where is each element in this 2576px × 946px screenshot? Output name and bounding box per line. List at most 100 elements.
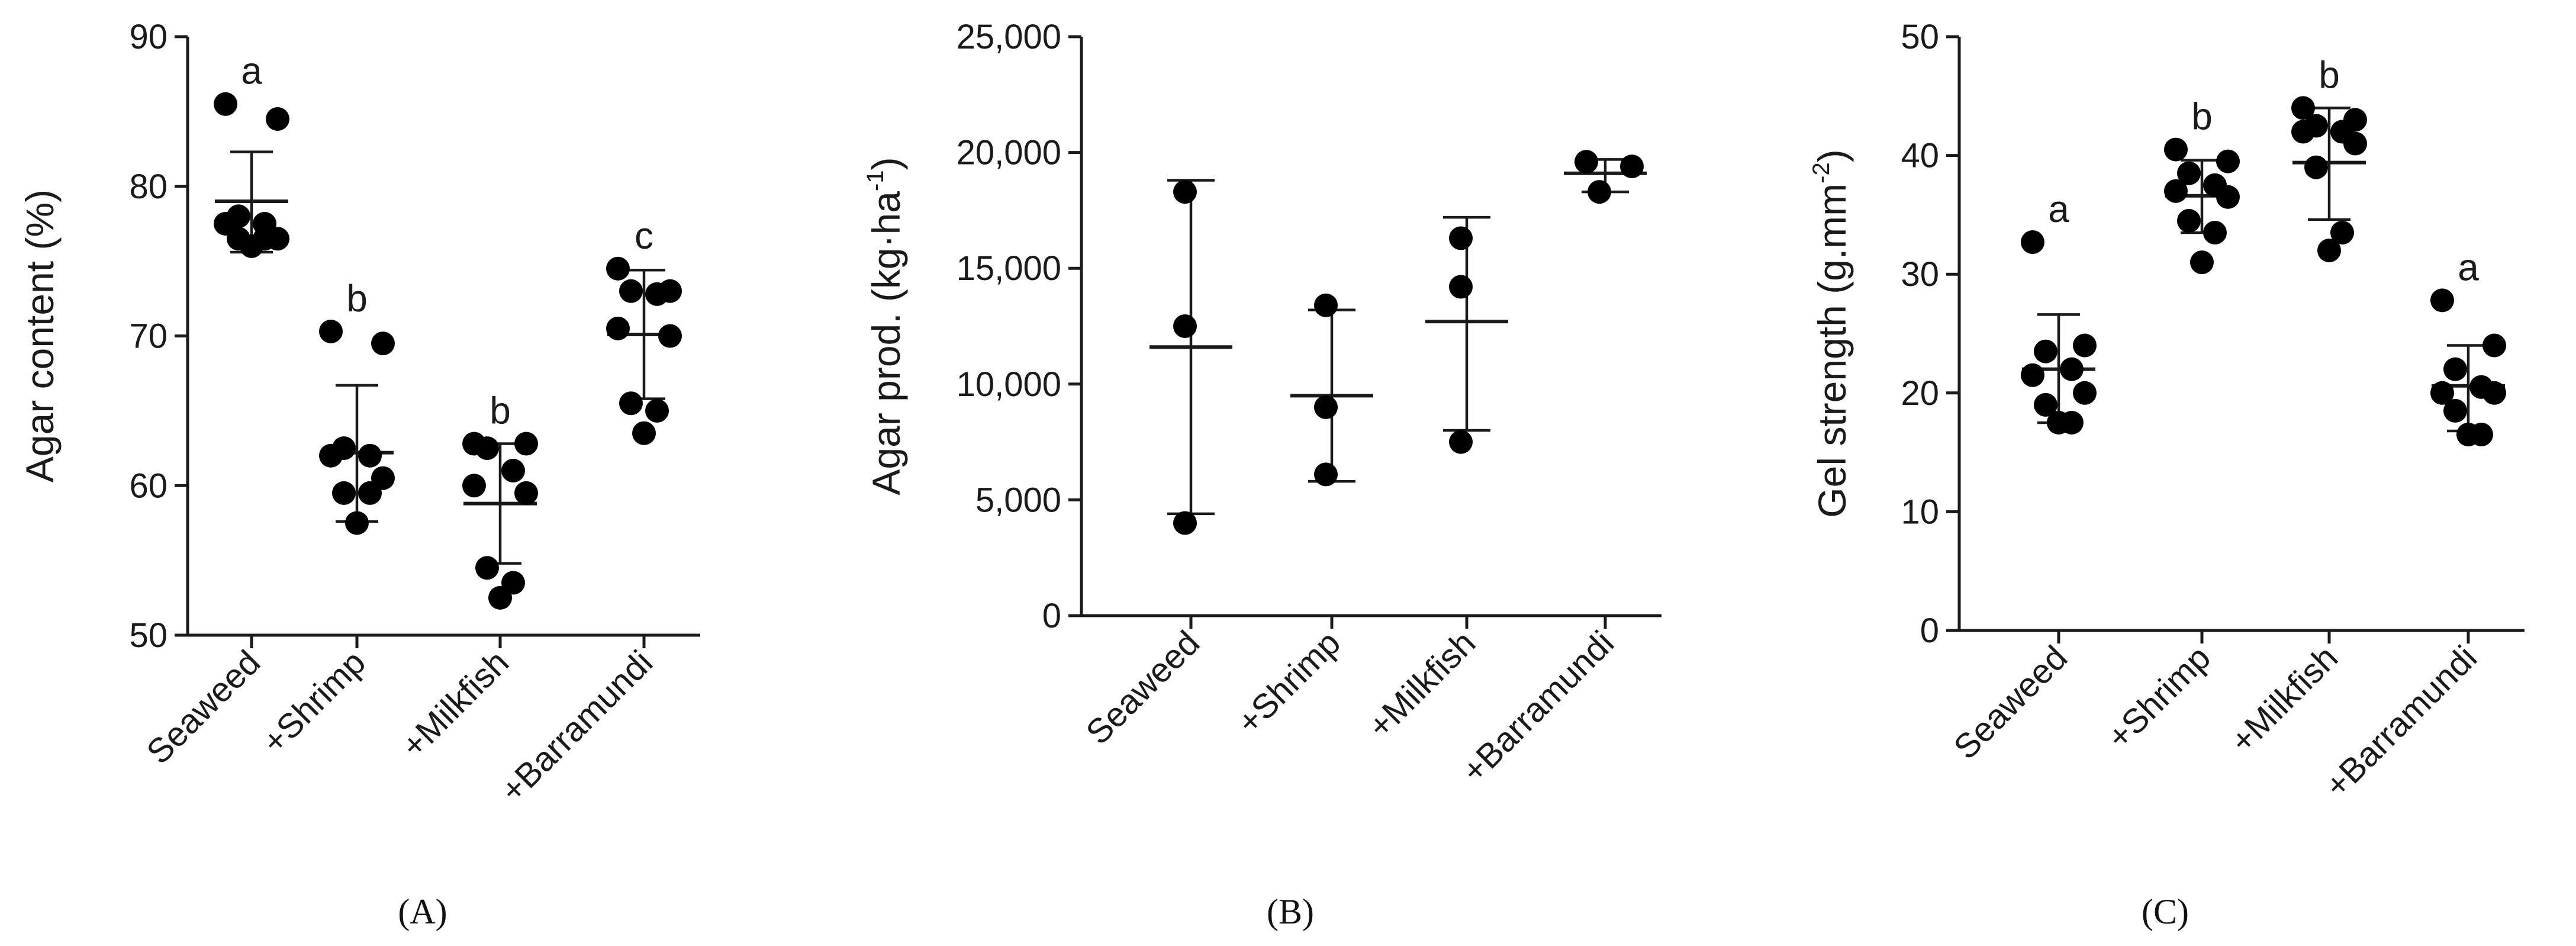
data-point bbox=[2343, 131, 2367, 156]
data-point bbox=[2330, 220, 2354, 244]
x-tick-label: +Milkfish bbox=[2223, 638, 2346, 761]
data-point bbox=[1173, 180, 1197, 204]
significance-letter: b bbox=[490, 389, 511, 432]
data-point bbox=[2216, 185, 2240, 209]
data-point bbox=[606, 316, 630, 340]
data-point bbox=[619, 391, 643, 416]
data-point bbox=[1449, 226, 1473, 250]
data-point bbox=[1173, 314, 1197, 338]
y-tick-label: 40 bbox=[1901, 137, 1939, 175]
data-point bbox=[2216, 149, 2240, 173]
data-point bbox=[2291, 96, 2315, 120]
y-axis-title-main: Agar content (%) bbox=[18, 189, 62, 482]
x-tick-label: +Milkfish bbox=[1361, 623, 1483, 746]
panel-label: (B) bbox=[1267, 892, 1314, 931]
significance-letter: b bbox=[2191, 95, 2213, 138]
y-tick-label: 50 bbox=[129, 616, 168, 655]
data-point bbox=[645, 282, 669, 306]
data-point bbox=[2317, 239, 2341, 263]
data-point bbox=[2456, 423, 2480, 447]
data-point bbox=[1314, 395, 1338, 419]
panel-label: (C) bbox=[2142, 892, 2189, 931]
data-point bbox=[2073, 381, 2097, 405]
y-axis-title-tail: ) bbox=[1810, 149, 1854, 162]
y-tick-label: 5,000 bbox=[975, 481, 1061, 519]
data-point bbox=[1574, 150, 1598, 174]
data-point bbox=[606, 256, 630, 281]
data-point bbox=[1588, 180, 1611, 204]
y-tick-label: 80 bbox=[129, 168, 168, 206]
x-tick-label: Seaweed bbox=[139, 643, 268, 771]
y-tick-label: 10 bbox=[1901, 493, 1939, 531]
y-tick-label: 70 bbox=[129, 317, 168, 356]
data-point bbox=[2021, 230, 2044, 255]
data-point bbox=[2291, 120, 2315, 144]
data-point bbox=[488, 585, 512, 610]
data-point bbox=[2177, 208, 2201, 233]
y-axis-title-superscript: -1 bbox=[862, 170, 888, 191]
data-point bbox=[2034, 392, 2057, 417]
x-tick-label: +Shrimp bbox=[2100, 638, 2218, 757]
data-point bbox=[2304, 155, 2328, 179]
significance-letter: b bbox=[346, 277, 368, 320]
data-point bbox=[266, 107, 289, 131]
y-tick-label: 50 bbox=[1901, 18, 1939, 56]
data-point bbox=[514, 432, 538, 456]
data-point bbox=[462, 474, 486, 498]
y-axis-title-tail: ) bbox=[864, 157, 908, 170]
x-tick-label: Seaweed bbox=[1946, 638, 2075, 767]
y-tick-label: 0 bbox=[1042, 597, 1061, 635]
y-tick-label: 10,000 bbox=[957, 365, 1061, 404]
y-tick-label: 20 bbox=[1901, 374, 1939, 413]
x-tick-label: +Barramundi bbox=[493, 643, 660, 810]
data-point bbox=[514, 481, 538, 505]
data-point bbox=[2443, 398, 2467, 423]
significance-letter: c bbox=[635, 214, 653, 257]
y-tick-label: 90 bbox=[129, 18, 168, 56]
y-axis-title: Agar prod. (kg·ha-1) bbox=[862, 157, 908, 495]
y-tick-label: 30 bbox=[1901, 255, 1939, 294]
data-point bbox=[1449, 430, 1473, 454]
data-point bbox=[2430, 288, 2454, 313]
data-point bbox=[319, 443, 343, 468]
data-point bbox=[475, 436, 499, 461]
data-point bbox=[658, 324, 682, 348]
data-point bbox=[332, 481, 356, 505]
panel-label: (A) bbox=[398, 892, 447, 931]
y-axis-title-superscript: -2 bbox=[1808, 162, 1834, 184]
significance-letter: a bbox=[2048, 188, 2069, 230]
chart-panel-2: 0 5,000 10,000 15,000 20,000 25,000 Agar prod.… bbox=[862, 18, 1661, 931]
x-tick-label: +Shrimp bbox=[1229, 623, 1348, 742]
data-point bbox=[1449, 275, 1473, 299]
data-point bbox=[345, 511, 369, 535]
data-point bbox=[358, 443, 382, 468]
x-tick-label: Seaweed bbox=[1078, 623, 1207, 752]
y-tick-label: 60 bbox=[129, 466, 168, 505]
data-point bbox=[240, 234, 263, 258]
data-point bbox=[2482, 333, 2506, 358]
data-point bbox=[2203, 220, 2227, 244]
data-point bbox=[1314, 293, 1338, 317]
data-point bbox=[2021, 363, 2044, 387]
data-point bbox=[645, 398, 669, 423]
significance-letter: a bbox=[2458, 246, 2479, 288]
data-point bbox=[2430, 381, 2454, 405]
data-point bbox=[475, 556, 499, 580]
data-point bbox=[1173, 511, 1197, 535]
y-tick-label: 25,000 bbox=[957, 18, 1061, 56]
data-point bbox=[2482, 381, 2506, 405]
data-point bbox=[371, 332, 395, 356]
significance-letter: a bbox=[241, 50, 262, 92]
data-point bbox=[2164, 179, 2188, 203]
data-point bbox=[358, 481, 382, 505]
x-tick-label: +Shrimp bbox=[255, 643, 373, 761]
data-point bbox=[214, 92, 237, 116]
y-axis-title-main: Agar prod. (kg·ha bbox=[864, 191, 908, 495]
x-tick-label: +Milkfish bbox=[394, 643, 517, 765]
significance-letter: b bbox=[2319, 53, 2340, 96]
data-point bbox=[501, 458, 525, 482]
data-point bbox=[632, 421, 656, 445]
data-point bbox=[2060, 357, 2084, 381]
